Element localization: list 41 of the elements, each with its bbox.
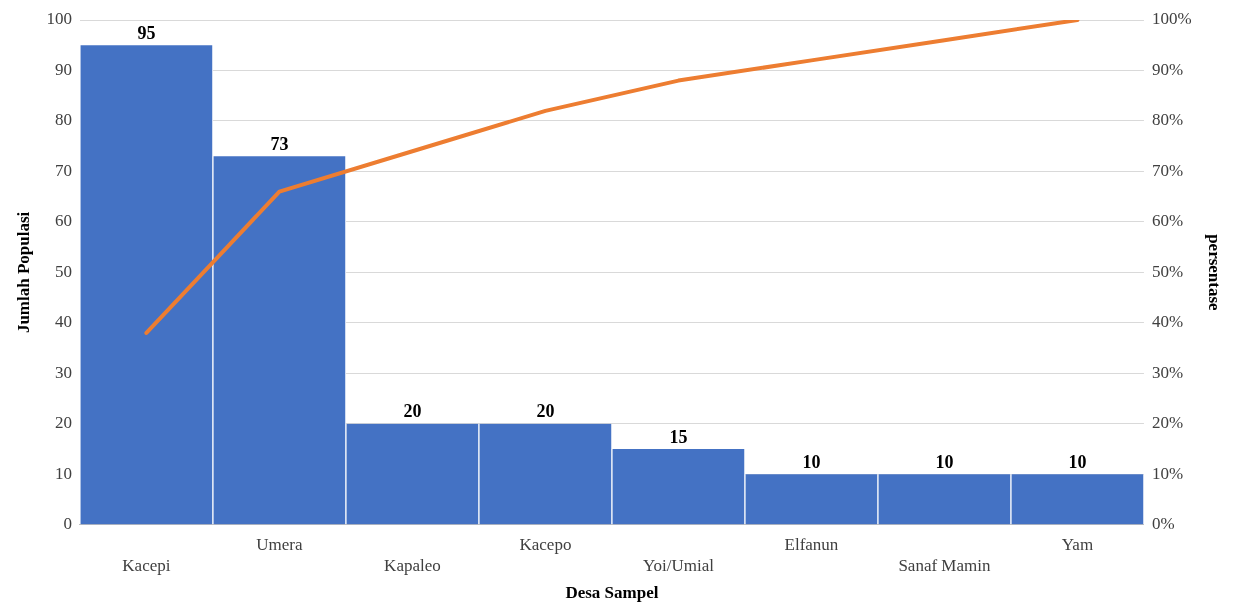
y2-tick-label: 10% xyxy=(1151,463,1184,483)
y-tick-label: 30 xyxy=(54,362,72,382)
y2-tick-label: 50% xyxy=(1151,261,1184,281)
data-label: 15 xyxy=(669,426,688,447)
y2-tick-label: 60% xyxy=(1151,211,1184,231)
data-label: 10 xyxy=(935,451,954,472)
x-tick-label: Elfanun xyxy=(784,535,839,555)
y-tick-label: 60 xyxy=(54,211,72,231)
data-label: 10 xyxy=(802,451,821,472)
y2-axis-title: persentase xyxy=(1205,234,1225,312)
data-label: 73 xyxy=(270,133,289,154)
x-tick-label: Kacepi xyxy=(122,555,171,575)
y2-tick-label: 0% xyxy=(1151,514,1175,534)
data-label: 95 xyxy=(137,22,156,43)
y-tick-label: 90 xyxy=(54,59,72,79)
x-tick-label: Kacepo xyxy=(519,535,572,555)
y2-tick-label: 100% xyxy=(1151,9,1192,29)
x-tick-label: Kapaleo xyxy=(384,555,441,575)
y2-tick-label: 20% xyxy=(1151,413,1184,433)
y-tick-label: 0 xyxy=(63,514,72,534)
y-tick-label: 100 xyxy=(46,9,72,29)
y-axis-title: Jumlah Populasi xyxy=(13,211,33,334)
x-tick-label: Umera xyxy=(256,535,303,555)
y-tick-label: 50 xyxy=(54,261,72,281)
y2-tick-label: 40% xyxy=(1151,312,1184,332)
y-tick-label: 40 xyxy=(54,312,72,332)
x-axis-title: Desa Sampel xyxy=(565,583,659,603)
y-tick-label: 70 xyxy=(54,160,72,180)
data-label: 10 xyxy=(1068,451,1087,472)
y2-tick-label: 90% xyxy=(1151,59,1184,79)
y-tick-label: 80 xyxy=(54,110,72,130)
x-tick-label: Yoi/Umial xyxy=(642,555,715,575)
y2-tick-label: 30% xyxy=(1151,362,1184,382)
y-tick-label: 10 xyxy=(54,463,72,483)
data-label: 20 xyxy=(403,401,422,422)
y-tick-label: 20 xyxy=(54,413,72,433)
y2-tick-label: 70% xyxy=(1151,160,1184,180)
x-tick-label: Yam xyxy=(1061,535,1094,555)
data-label: 20 xyxy=(536,401,555,422)
y2-tick-label: 80% xyxy=(1151,110,1184,130)
x-tick-label: Sanaf Mamin xyxy=(898,555,991,575)
